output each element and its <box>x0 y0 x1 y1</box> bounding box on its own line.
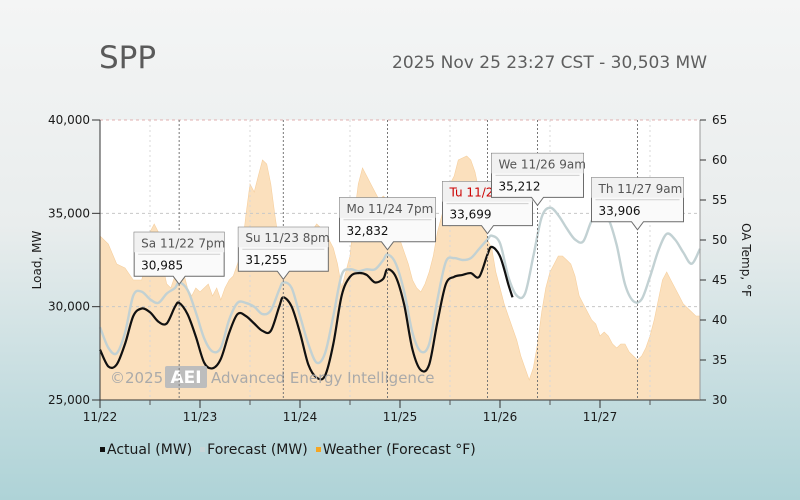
legend-item-weather[interactable]: Weather (Forecast °F) <box>315 442 476 458</box>
y-tick-label: 35,000 <box>48 206 90 220</box>
y2-tick-label: 65 <box>712 113 727 127</box>
y-tick-label: 30,000 <box>48 300 90 314</box>
annotation-value: 32,832 <box>347 224 389 238</box>
y-axis-title: Load, MW <box>30 231 44 290</box>
annotation-header-bg <box>238 227 329 248</box>
x-tick-label: 11/27 <box>583 410 618 424</box>
x-tick-label: 11/22 <box>83 410 118 424</box>
y2-tick-label: 35 <box>712 353 727 367</box>
page-title: SPP <box>99 40 157 76</box>
annotation-header: We 11/26 9am <box>499 157 586 171</box>
annotation-value: 30,985 <box>141 258 183 272</box>
annotation-header-bg <box>591 177 684 198</box>
annotation-value: 31,255 <box>245 253 287 267</box>
y2-tick-label: 60 <box>712 153 727 167</box>
annotation-header-bg <box>134 232 225 253</box>
y2-tick-label: 40 <box>712 313 727 327</box>
x-tick-label: 11/24 <box>283 410 318 424</box>
watermark-copyright: ©2025 <box>110 369 163 387</box>
legend-swatch-forecast <box>200 447 206 452</box>
watermark-company: Advanced Energy Intelligence <box>211 369 434 387</box>
y2-tick-label: 50 <box>712 233 727 247</box>
y2-tick-label: 30 <box>712 393 727 407</box>
page-subtitle: 2025 Nov 25 23:27 CST - 30,503 MW <box>392 53 708 73</box>
legend-swatch-actual <box>100 447 105 452</box>
watermark-logo: AEI <box>170 368 201 388</box>
legend-label-forecast: Forecast (MW) <box>207 442 308 458</box>
annotation-header: Sa 11/22 7pm <box>141 236 225 250</box>
annotation-value: 33,906 <box>599 204 641 218</box>
annotation-header: Th 11/27 9am <box>598 182 683 196</box>
legend-swatch-weather <box>315 447 321 452</box>
x-tick-label: 11/25 <box>383 410 418 424</box>
legend-item-forecast[interactable]: Forecast (MW) <box>200 442 308 458</box>
annotation-value: 33,699 <box>450 208 492 222</box>
chart-legend: Actual (MW) Forecast (MW) Weather (Forec… <box>100 442 480 458</box>
y2-axis-title: OA Temp, °F <box>739 223 753 297</box>
x-tick-label: 11/26 <box>483 410 518 424</box>
legend-item-actual[interactable]: Actual (MW) <box>100 442 192 458</box>
y-tick-label: 25,000 <box>48 393 90 407</box>
annotation-header: Mo 11/24 7pm <box>347 202 434 216</box>
annotation-callout[interactable]: Sa 11/22 7pm 30,985 <box>133 231 225 286</box>
annotation-callout[interactable]: We 11/26 9am 35,212 <box>491 152 586 207</box>
annotation-header: Su 11/23 8pm <box>245 231 329 245</box>
annotation-header-bg <box>339 197 436 218</box>
annotation-callout[interactable]: Th 11/27 9am 33,906 <box>591 177 684 231</box>
annotation-callout[interactable]: Su 11/23 8pm 31,255 <box>237 226 330 281</box>
annotation-callout[interactable]: Mo 11/24 7pm 32,832 <box>339 197 436 251</box>
actual-line <box>99 245 514 381</box>
legend-label-weather: Weather (Forecast °F) <box>322 442 476 458</box>
x-tick-label: 11/23 <box>183 410 218 424</box>
watermark-logo-box <box>165 366 207 388</box>
annotation-header: Tu 11/25 <box>449 186 502 200</box>
y2-tick-label: 55 <box>712 193 727 207</box>
annotation-value: 35,212 <box>499 179 541 193</box>
legend-label-actual: Actual (MW) <box>107 442 193 458</box>
y-tick-label: 40,000 <box>48 113 90 127</box>
y2-tick-label: 45 <box>712 273 727 287</box>
annotation-header-bg <box>491 153 584 174</box>
